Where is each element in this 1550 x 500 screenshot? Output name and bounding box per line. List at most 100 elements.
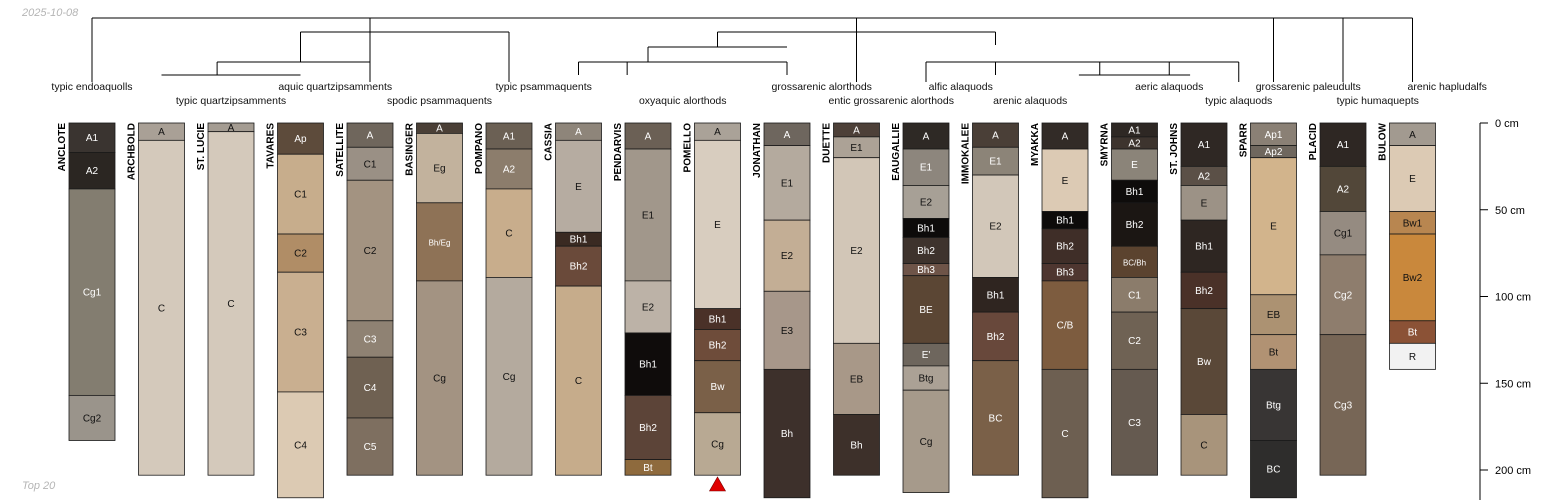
taxon-label: arenic alaquods [993, 95, 1067, 107]
horizon-a2 [485, 148, 533, 190]
horizon-bh [833, 414, 880, 476]
horizon-label: Bh2 [639, 423, 657, 434]
horizon-c [138, 139, 185, 476]
horizon-e2 [624, 280, 672, 334]
horizon-e1 [624, 148, 672, 282]
horizon-bh2 [1111, 202, 1158, 247]
horizon-label: Cg [920, 437, 933, 448]
truncation-marker [708, 476, 727, 492]
horizon-label: A [784, 130, 791, 141]
horizon-be [902, 275, 950, 344]
horizon-label: Bw1 [1403, 218, 1423, 229]
horizon-e2 [833, 157, 880, 344]
horizon-label: E2 [989, 222, 1002, 233]
horizon-a [346, 122, 394, 148]
horizon-label: Bh2 [1126, 220, 1144, 231]
profile-name: SATELLITE [335, 123, 346, 177]
taxon-label: typic humaquepts [1337, 95, 1419, 107]
horizon-label: C [1061, 429, 1068, 440]
horizon-label: C3 [1128, 418, 1141, 429]
profile-immokalee: A E1 E2 Bh1 Bh2 BC IMMOKALEE [961, 122, 1019, 476]
horizon-cg1 [1319, 211, 1367, 256]
horizon-c2 [346, 179, 394, 322]
horizon-label: Bh2 [570, 262, 588, 273]
taxon-label: grossarenic paleudults [1256, 81, 1361, 93]
horizon-label: E2 [781, 251, 794, 262]
horizon-label: Bh [781, 429, 793, 440]
horizon-label: BC/Bh [1123, 258, 1146, 267]
horizon-label: Bt [1269, 348, 1279, 359]
horizon-label: E2 [850, 246, 863, 257]
horizon-bh2 [972, 311, 1019, 362]
horizon-label: A [1062, 132, 1069, 143]
horizon-label: Bw [1197, 357, 1212, 368]
profile-placid: A1 A2 Cg1 Cg2 Cg3 PLACID [1308, 122, 1367, 476]
horizon-label: Bh3 [917, 265, 935, 276]
horizon-label: C [1200, 440, 1207, 451]
horizon-label: Cg2 [83, 413, 102, 424]
profile-archbold: A C ARCHBOLD [127, 122, 185, 476]
horizon-label: A [1409, 130, 1416, 141]
horizon-label: E1 [781, 178, 794, 189]
horizon-c2 [277, 233, 324, 273]
profile-name: JONATHAN [752, 123, 763, 178]
horizon-c [207, 131, 255, 476]
taxon-label: alfic alaquods [929, 81, 993, 93]
horizon-label: A2 [86, 166, 99, 177]
horizon-label: Bt [1408, 328, 1418, 339]
horizon-bh2 [902, 237, 950, 264]
profile-name: ANCLOTE [57, 123, 68, 172]
horizon-label: C3 [364, 335, 377, 346]
horizon-label: A2 [503, 164, 516, 175]
taxon-label: typic endoaquolls [51, 81, 132, 93]
horizon-c2 [1111, 311, 1158, 370]
horizon-c3 [346, 320, 394, 358]
horizon-label: Bh1 [917, 223, 935, 234]
horizon-cg [902, 389, 950, 493]
soil-profiles: A1 A2 Cg1 Cg2 ANCLOTE A C ARCHBOLD A C ST. LUCIE Ap… [57, 122, 1436, 499]
horizon-label: E1 [850, 143, 863, 154]
horizon-label: E2 [642, 302, 655, 313]
profile-myakka: A E Bh1 Bh2 Bh3 C/B C MYAKKA [1030, 122, 1089, 499]
profile-name: EAUGALLIE [891, 123, 902, 181]
horizon-label: Cg1 [1334, 229, 1353, 240]
axis-tick-label: 150 cm [1495, 378, 1531, 390]
depth-axis: 0 cm 50 cm 100 cm 150 cm 200 cm [1479, 118, 1531, 500]
horizon-label: A [158, 127, 165, 138]
horizon-label: E1 [989, 157, 1002, 168]
profile-smyrna: A1 A2 E Bh1 Bh2 BC/Bh C1 C2 C3 SMYRNA [1100, 122, 1158, 476]
horizon-bh1 [1180, 219, 1228, 273]
horizon-label: C [575, 376, 582, 387]
taxon-label: typic psammaquents [496, 81, 592, 93]
horizon-label: Cg [711, 439, 724, 450]
horizon-e [555, 139, 602, 233]
horizon-label: C [158, 303, 165, 314]
profile-name: IMMOKALEE [961, 123, 972, 184]
horizon-label: Bh2 [1056, 242, 1074, 253]
taxon-label: arenic hapludalfs [1408, 81, 1487, 93]
profile-st-lucie: A C ST. LUCIE [196, 122, 255, 476]
horizon-btg [902, 365, 950, 391]
horizon-c1 [1111, 277, 1158, 313]
profile-anclote: A1 A2 Cg1 Cg2 ANCLOTE [57, 122, 116, 441]
horizon-label: A2 [1198, 171, 1211, 182]
horizon-label: Ap [294, 134, 307, 145]
taxon-label: spodic psammaquents [387, 95, 492, 107]
horizon-bc-bh [1111, 245, 1158, 278]
axis-tick-label: 200 cm [1495, 465, 1531, 477]
horizon-c [1180, 414, 1228, 476]
horizon-label: Bw [711, 382, 726, 393]
horizon-label: EB [1267, 310, 1281, 321]
axis-tick-label: 0 cm [1495, 118, 1519, 130]
taxonomy-labels: typic endoaquolls typic quartzipsamments a… [51, 81, 1487, 107]
horizon-label: Bh3 [1056, 268, 1074, 279]
horizon-a1 [485, 122, 533, 150]
horizon-label: Ap1 [1265, 130, 1283, 141]
horizon-label: E [1131, 160, 1138, 171]
horizon-label: E' [922, 350, 931, 361]
horizon-label: Bh/Eg [429, 238, 451, 247]
profile-name: PLACID [1308, 123, 1319, 160]
horizon-c1 [346, 146, 394, 181]
dendrogram [91, 17, 1413, 82]
horizon-label: Bh1 [987, 290, 1005, 301]
